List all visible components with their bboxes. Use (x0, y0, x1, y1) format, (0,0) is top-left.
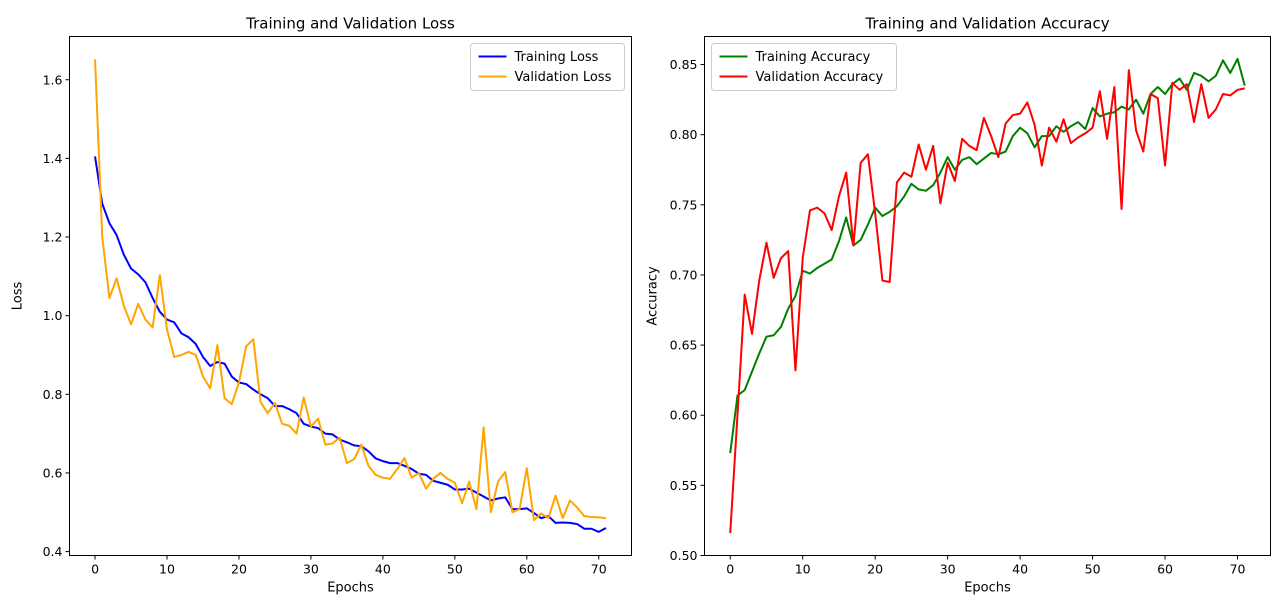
accuracy-x-tick-label: 70 (1230, 562, 1246, 577)
loss-y-tick-label: 1.6 (43, 72, 63, 87)
accuracy-x-tick-label: 60 (1157, 562, 1173, 577)
accuracy-legend-label-1: Training Accuracy (755, 50, 871, 65)
accuracy-chart-panel: 0 10 20 30 40 50 60 70 0.50 0.55 0.60 0.65 0.70 0.75 0… (646, 15, 1271, 596)
accuracy-series-line-1 (729, 57, 1246, 454)
loss-legend-label-1: Training Loss (514, 50, 599, 65)
loss-y-tick-label: 0.4 (43, 544, 63, 559)
loss-x-tick-label: 30 (303, 562, 319, 577)
loss-legend: Training Loss Validation Loss (470, 43, 625, 91)
loss-x-tick-label: 10 (159, 562, 175, 577)
accuracy-y-tick-label: 0.65 (670, 338, 698, 353)
accuracy-axes-frame (704, 36, 1271, 556)
loss-axes-frame (69, 36, 632, 556)
accuracy-x-tick-label: 40 (1012, 562, 1028, 577)
accuracy-x-tick-label: 0 (726, 562, 734, 577)
loss-x-tick-label: 20 (231, 562, 247, 577)
accuracy-y-tick-label: 0.80 (670, 127, 698, 142)
accuracy-x-tick-label: 20 (867, 562, 883, 577)
accuracy-x-tick-label: 10 (795, 562, 811, 577)
accuracy-y-tick-label: 0.50 (670, 548, 698, 563)
accuracy-y-tick-label: 0.75 (670, 197, 698, 212)
accuracy-y-tick-label: 0.55 (670, 478, 698, 493)
loss-chart-panel: 0 10 20 30 40 50 60 70 0.4 0.6 0.8 1.0 1.2 1.4 1.6 Trai… (11, 15, 632, 596)
loss-y-tick-label: 1.2 (43, 230, 63, 245)
loss-y-tick-label: 0.6 (43, 465, 63, 480)
accuracy-chart-title: Training and Validation Accuracy (864, 15, 1109, 33)
loss-y-tick-label: 1.4 (43, 151, 63, 166)
accuracy-x-axis-label: Epochs (964, 581, 1011, 596)
accuracy-y-tick-label: 0.85 (670, 57, 698, 72)
loss-x-tick-label: 70 (591, 562, 607, 577)
accuracy-x-tick-label: 30 (940, 562, 956, 577)
loss-x-tick-label: 50 (447, 562, 463, 577)
accuracy-y-tick-label: 0.60 (670, 408, 698, 423)
loss-legend-box (470, 43, 625, 91)
accuracy-series-line-2 (729, 69, 1245, 534)
accuracy-y-tick-label: 0.70 (670, 267, 698, 282)
loss-y-tick-label: 0.8 (43, 387, 63, 402)
accuracy-y-axis-label: Accuracy (646, 266, 661, 326)
loss-series-line-1 (94, 156, 607, 533)
accuracy-legend-box (711, 43, 897, 91)
loss-legend-label-2: Validation Loss (515, 70, 612, 85)
loss-x-tick-label: 0 (91, 562, 99, 577)
loss-y-axis-label: Loss (11, 282, 26, 311)
loss-y-tick-label: 1.0 (43, 308, 63, 323)
loss-x-axis-label: Epochs (327, 581, 374, 596)
accuracy-legend-label-2: Validation Accuracy (756, 70, 884, 85)
accuracy-legend: Training Accuracy Validation Accuracy (711, 43, 897, 91)
loss-chart-title: Training and Validation Loss (245, 15, 455, 33)
loss-x-tick-label: 60 (519, 562, 535, 577)
loss-series-line-2 (94, 59, 607, 522)
loss-x-tick-label: 40 (375, 562, 391, 577)
accuracy-x-tick-label: 50 (1085, 562, 1101, 577)
